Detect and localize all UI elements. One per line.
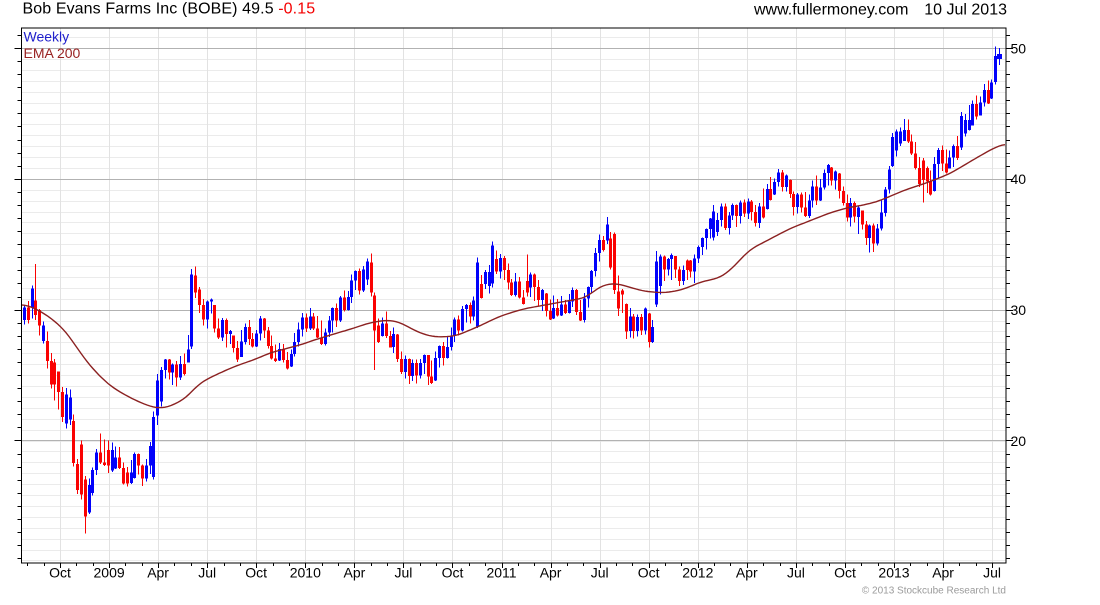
svg-text:Bob Evans Farms Inc (BOBE) 49.: Bob Evans Farms Inc (BOBE) 49.5 -0.15 <box>23 1 316 18</box>
svg-text:2012: 2012 <box>682 565 713 581</box>
svg-text:40: 40 <box>1011 171 1027 187</box>
svg-text:Apr: Apr <box>147 565 169 581</box>
svg-text:Oct: Oct <box>834 565 856 581</box>
svg-text:Oct: Oct <box>49 565 71 581</box>
svg-text:Apr: Apr <box>540 565 562 581</box>
svg-text:50: 50 <box>1011 40 1027 56</box>
svg-text:Jul: Jul <box>983 565 1001 581</box>
svg-text:20: 20 <box>1011 433 1027 449</box>
svg-text:2010: 2010 <box>290 565 321 581</box>
svg-text:Apr: Apr <box>344 565 366 581</box>
svg-text:Oct: Oct <box>638 565 660 581</box>
svg-text:2009: 2009 <box>94 565 125 581</box>
svg-text:Apr: Apr <box>736 565 758 581</box>
svg-text:2011: 2011 <box>486 565 516 581</box>
svg-text:10 Jul 2013: 10 Jul 2013 <box>924 2 1007 19</box>
svg-text:Weekly: Weekly <box>24 29 70 45</box>
svg-text:Oct: Oct <box>442 565 464 581</box>
svg-text:www.fullermoney.com: www.fullermoney.com <box>753 2 908 19</box>
svg-text:Jul: Jul <box>787 565 805 581</box>
svg-text:Jul: Jul <box>394 565 412 581</box>
svg-text:2013: 2013 <box>878 565 909 581</box>
svg-text:EMA 200: EMA 200 <box>24 45 81 61</box>
svg-text:Oct: Oct <box>245 565 267 581</box>
svg-text:Jul: Jul <box>198 565 216 581</box>
svg-text:© 2013 Stockcube Research Ltd: © 2013 Stockcube Research Ltd <box>862 586 1006 597</box>
svg-text:Jul: Jul <box>591 565 609 581</box>
svg-text:Apr: Apr <box>932 565 954 581</box>
svg-text:30: 30 <box>1011 302 1027 318</box>
